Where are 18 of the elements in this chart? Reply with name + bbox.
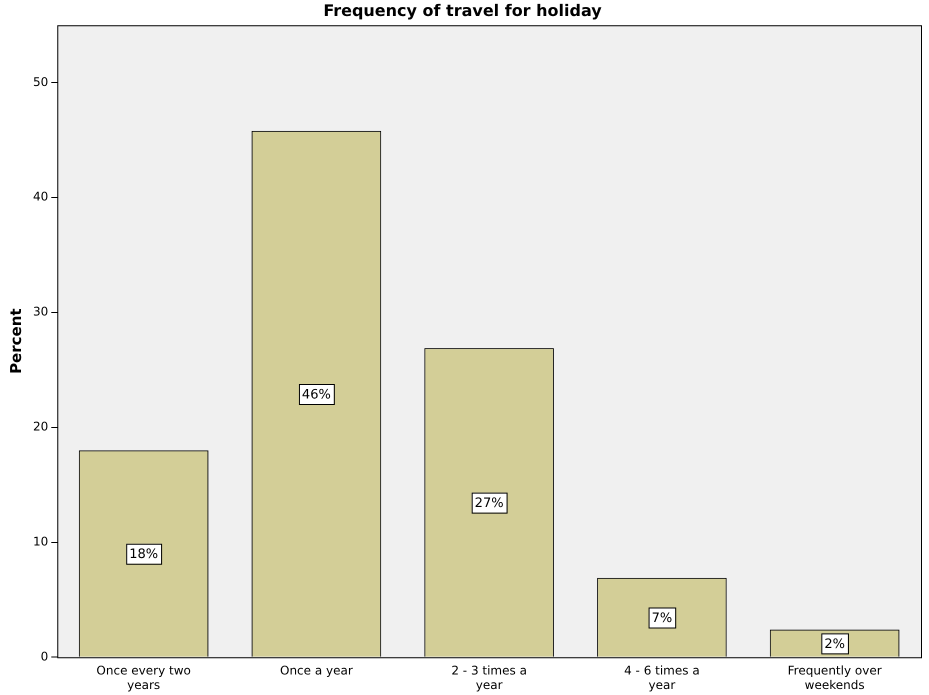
chart-title: Frequency of travel for holiday: [323, 0, 602, 20]
y-tick-label: 30: [32, 304, 48, 319]
x-tick-label: Once a year: [280, 664, 353, 678]
y-tick-label: 10: [32, 534, 48, 548]
data-label: 46%: [302, 387, 331, 402]
y-axis-title: Percent: [6, 308, 25, 374]
y-tick-label: 0: [40, 649, 48, 664]
data-label: 18%: [129, 547, 158, 562]
x-tick-label: 4 - 6 times a year: [624, 664, 700, 692]
y-tick-label: 50: [32, 74, 48, 89]
y-tick-label: 40: [32, 190, 48, 204]
data-label: 27%: [474, 496, 504, 512]
x-tick-label: 2 - 3 times a year: [451, 664, 527, 692]
data-label: 7%: [652, 610, 672, 626]
x-tick-label: Frequently over weekends: [788, 664, 882, 692]
y-tick-label: 20: [32, 420, 48, 434]
x-tick-label: Once every two years: [96, 664, 191, 692]
data-label: 2%: [824, 636, 845, 652]
